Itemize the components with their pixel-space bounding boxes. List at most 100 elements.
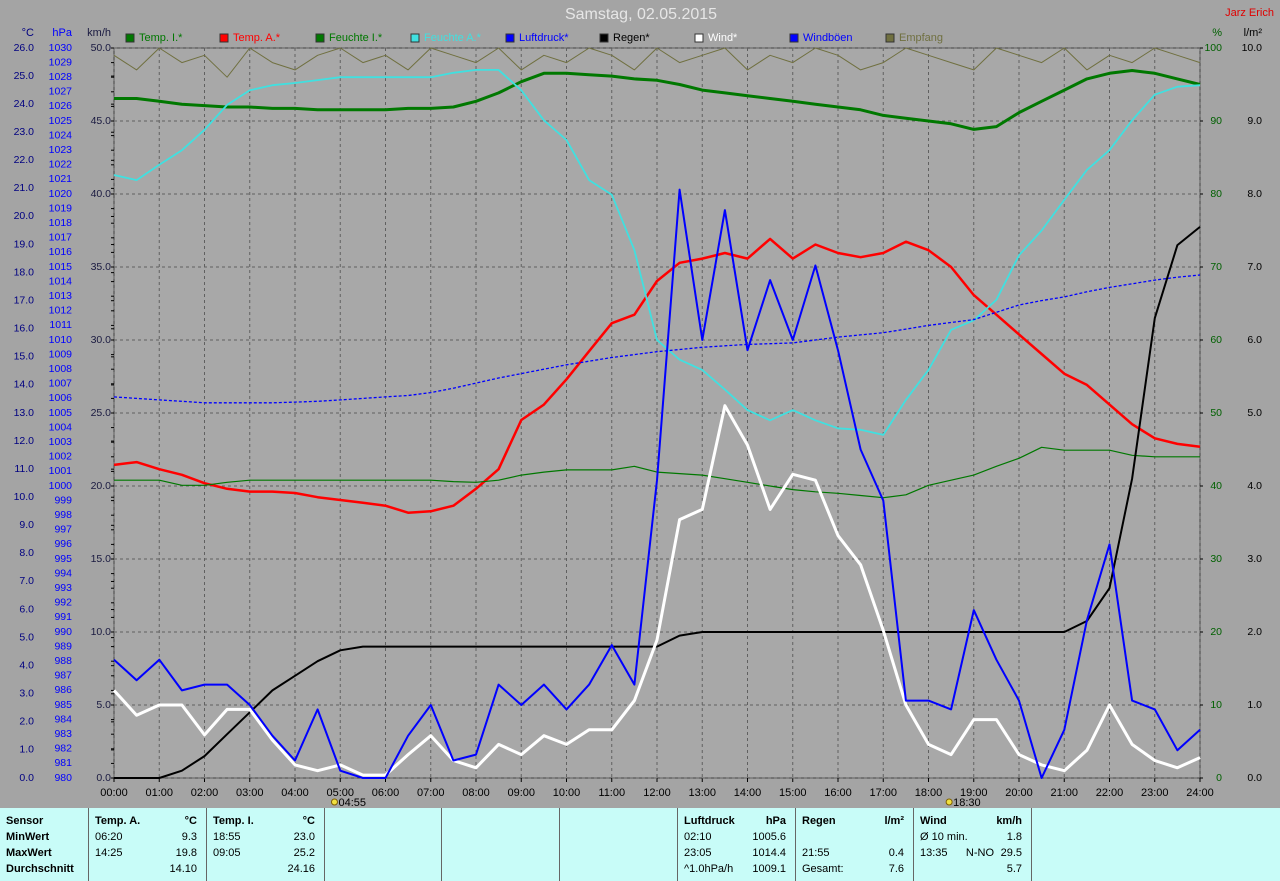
legend-label: Luftdruck* [519, 32, 569, 44]
y-tick-label: 3.0 [1247, 553, 1262, 565]
y-tick-label: 15.0 [91, 553, 112, 565]
x-tick-label: 18:00 [915, 787, 943, 799]
legend-swatch [315, 33, 325, 43]
series-line [113, 69, 1201, 436]
x-tick-label: 15:00 [779, 787, 807, 799]
y-tick-label: 30 [1210, 553, 1222, 565]
y-tick-label: 6.0 [19, 603, 34, 615]
table-cell: 13:35 [920, 847, 948, 859]
table-cell: N-NO [965, 847, 994, 859]
legend-label: Temp. A.* [233, 32, 281, 44]
y-tick-label: 23.0 [14, 126, 35, 138]
y-tick-label: 10.0 [14, 491, 35, 503]
stats-table: Sensor MinWert MaxWert Durchschnitt Temp. A.… [0, 808, 1280, 881]
stats-column: Regen l/m² 21:55 0.4 Gesamt: 7.6 [796, 808, 914, 881]
y-tick-label: 8.0 [19, 547, 34, 559]
y-tick-label: 996 [54, 538, 72, 550]
y-tick-label: 981 [54, 757, 72, 769]
y-tick-label: 1013 [49, 290, 73, 302]
legend-swatch [410, 33, 420, 43]
x-tick-label: 17:00 [869, 787, 897, 799]
y-tick-label: 1027 [49, 86, 73, 98]
table-cell: 21:55 [802, 847, 830, 859]
legend-label: Feuchte A.* [424, 32, 482, 44]
x-tick-label: 06:00 [372, 787, 400, 799]
y-tick-label: 80 [1210, 188, 1222, 200]
y-tick-label: 8.0 [1247, 188, 1262, 200]
table-cell: km/h [996, 815, 1022, 827]
x-tick-label: 07:00 [417, 787, 445, 799]
table-cell: Temp. I. [213, 815, 254, 827]
table-cell: 1.8 [1006, 831, 1022, 843]
table-cell: MinWert [6, 831, 50, 843]
table-cell: 25.2 [293, 847, 315, 859]
y-tick-label: 40 [1210, 480, 1222, 492]
series-line [113, 237, 1201, 514]
y-tick-label: 1029 [49, 56, 73, 68]
y-tick-label: 40.0 [91, 188, 112, 200]
author: Jarz Erich [1225, 7, 1274, 19]
table-cell: Sensor [6, 815, 44, 827]
x-tick-label: 00:00 [100, 787, 128, 799]
y-tick-label: 4.0 [1247, 480, 1262, 492]
x-tick-label: 09:00 [507, 787, 535, 799]
x-tick-label: 03:00 [236, 787, 264, 799]
y-tick-label: 990 [54, 626, 72, 638]
legend-swatch [505, 33, 515, 43]
stats-column [560, 808, 678, 881]
x-tick-label: 19:00 [960, 787, 988, 799]
table-cell: 06:20 [95, 831, 123, 843]
x-tick-label: 02:00 [191, 787, 219, 799]
legend-swatch [789, 33, 799, 43]
y-tick-label: 980 [54, 772, 72, 784]
y-tick-label: 21.0 [14, 182, 35, 194]
y-tick-label: 0.0 [1247, 772, 1262, 784]
y-tick-label: 19.0 [14, 238, 35, 250]
stats-column: Temp. I. °C 18:55 23.0 09:05 25.2 24.16 [207, 808, 325, 881]
y-tick-label: 1011 [49, 319, 72, 331]
sun-marker: 18:30 [953, 797, 981, 808]
y-tick-label: 3.0 [19, 688, 34, 700]
y-tick-label: 10.0 [1242, 42, 1263, 54]
y-tick-label: 1001 [49, 465, 73, 477]
series-line [114, 69, 1201, 131]
legend-swatch [219, 33, 229, 43]
y-tick-label: 994 [54, 567, 72, 579]
y-tick-label: 1023 [49, 144, 73, 156]
y-tick-label: 988 [54, 655, 72, 667]
table-cell: 7.6 [888, 863, 904, 875]
y-tick-label: 30.0 [91, 334, 112, 346]
y-tick-label: 1021 [49, 173, 73, 185]
y-tick-label: 9.0 [1247, 115, 1262, 127]
y-tick-label: 1017 [49, 232, 73, 244]
y-tick-label: 12.0 [14, 435, 35, 447]
y-tick-label: 985 [54, 699, 72, 711]
y-tick-label: 991 [54, 611, 72, 623]
y-tick-label: 15.0 [14, 351, 35, 363]
y-tick-label: 90 [1210, 115, 1222, 127]
series-line [114, 226, 1201, 779]
legend-label: Temp. I.* [139, 32, 183, 44]
legend-label: Empfang [899, 32, 943, 44]
table-cell: hPa [765, 815, 786, 827]
table-cell: 29.5 [1000, 847, 1022, 859]
y-tick-label: 0.0 [96, 772, 111, 784]
y-tick-label: 20.0 [14, 210, 35, 222]
y-tick-label: 983 [54, 728, 72, 740]
table-cell: 24.16 [287, 863, 315, 875]
legend-label: Feuchte I.* [329, 32, 383, 44]
x-tick-label: 24:00 [1186, 787, 1214, 799]
y-tick-label: 1005 [49, 407, 73, 419]
x-tick-label: 14:00 [734, 787, 762, 799]
x-tick-label: 22:00 [1096, 787, 1124, 799]
y-tick-label: 1024 [49, 129, 73, 141]
y-tick-label: 17.0 [14, 294, 35, 306]
x-tick-label: 23:00 [1141, 787, 1169, 799]
y-tick-label: 24.0 [14, 98, 35, 110]
table-cell: 1014.4 [752, 847, 786, 859]
series-line [113, 47, 1201, 78]
y-tick-label: 0.0 [19, 772, 34, 784]
y-tick-label: 1009 [49, 348, 73, 360]
y-tick-label: 4.0 [19, 659, 34, 671]
